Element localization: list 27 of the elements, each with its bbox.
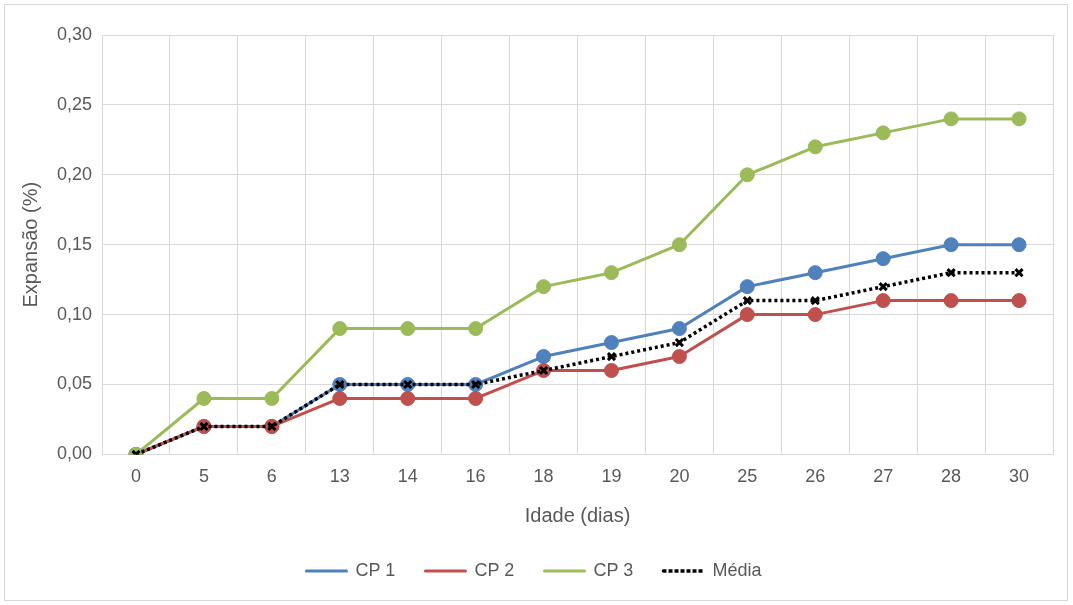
y-axis-title: Expansão (%) [18, 181, 41, 308]
x-tick-label: 28 [941, 466, 962, 487]
x-tick-label: 13 [329, 466, 350, 487]
legend-label: CP 2 [474, 559, 515, 580]
y-tick-label: 0,30 [56, 23, 93, 44]
y-tick-label: 0,20 [56, 163, 93, 184]
x-tick-label: 6 [266, 466, 277, 487]
legend-label: CP 3 [593, 559, 634, 580]
x-tick-label: 26 [805, 466, 826, 487]
x-tick-label: 5 [198, 466, 209, 487]
legend-label: Média [712, 559, 763, 580]
x-tick-label: 18 [533, 466, 554, 487]
y-tick-label: 0,05 [56, 373, 93, 394]
y-tick-label: 0,25 [56, 93, 93, 114]
x-tick-label: 27 [873, 466, 894, 487]
x-tick-label: 25 [737, 466, 758, 487]
x-axis-title: Idade (dias) [524, 503, 631, 526]
x-tick-label: 30 [1009, 466, 1030, 487]
x-tick-label: 19 [601, 466, 622, 487]
x-tick-label: 16 [465, 466, 486, 487]
legend-label: CP 1 [355, 559, 396, 580]
y-tick-label: 0,00 [56, 443, 93, 464]
x-tick-label: 0 [130, 466, 141, 487]
y-tick-label: 0,10 [56, 303, 93, 324]
x-tick-label: 20 [669, 466, 690, 487]
x-tick-label: 14 [397, 466, 418, 487]
y-tick-label: 0,15 [56, 233, 93, 254]
